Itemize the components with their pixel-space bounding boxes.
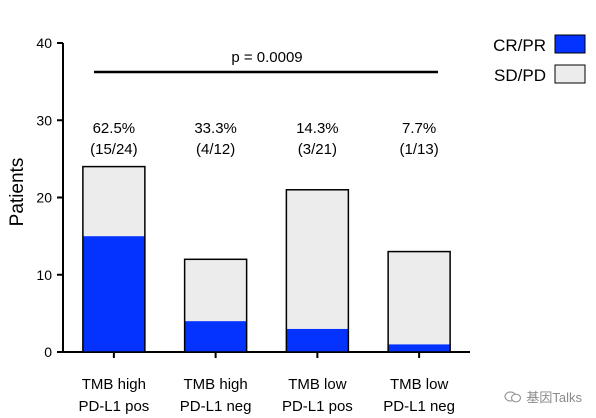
chart-legend: CR/PR SD/PD — [493, 34, 586, 85]
percentage-annotation: (3/21) — [298, 141, 337, 158]
chart-bars — [82, 165, 451, 353]
percentage-annotation: 7.7% — [402, 120, 436, 137]
chart-annotations: 62.5% (15/24) 33.3% (4/12) 14.3% (3/21) 7.7% (1… — [90, 70, 439, 158]
percentage-annotation: (1/13) — [400, 141, 439, 158]
y-tick-label: 30 — [36, 112, 52, 128]
percentage-annotation: (4/12) — [196, 141, 235, 158]
bar-outline — [82, 165, 146, 353]
bar-cr-pr — [286, 328, 349, 352]
percentage-annotation: 14.3% — [296, 120, 339, 137]
legend-swatch-cr-pr — [554, 34, 586, 54]
bar-outline — [183, 258, 248, 353]
legend-swatch-sd-pd — [554, 64, 586, 84]
percentage-annotation: 33.3% — [194, 120, 237, 137]
bar-cr-pr — [82, 236, 145, 352]
x-tick-label: PD-L1 neg — [180, 398, 252, 415]
bar-sd-pd — [184, 259, 247, 322]
percentage-annotation: 62.5% — [93, 120, 136, 137]
watermark: 基因Talks — [504, 387, 582, 406]
y-tick-label: 0 — [44, 344, 52, 360]
x-tick-label: TMB low — [288, 376, 347, 393]
chart-axes: 0 10 20 30 40 TMB high PD-L1 pos TMB high PD-L1 … — [36, 35, 470, 415]
y-tick-label: 40 — [36, 35, 52, 51]
x-tick-label: PD-L1 pos — [282, 398, 353, 415]
wechat-icon — [504, 390, 522, 402]
bar-outline — [387, 250, 451, 353]
legend-label-cr-pr: CR/PR — [493, 36, 546, 55]
p-value-label: p = 0.0009 — [231, 49, 302, 66]
y-axis-label: Patients — [7, 158, 28, 227]
x-tick-label: PD-L1 pos — [78, 398, 149, 415]
y-tick-label: 20 — [36, 190, 52, 206]
x-tick-label: TMB high — [184, 376, 248, 393]
bar-cr-pr — [184, 321, 247, 352]
bar-cr-pr — [388, 344, 451, 352]
bar-outline — [285, 189, 350, 353]
percentage-annotation: (15/24) — [90, 141, 138, 158]
bar-sd-pd — [82, 166, 145, 237]
bar-sd-pd — [286, 189, 349, 329]
x-tick-label: TMB high — [82, 376, 146, 393]
x-tick-label: PD-L1 neg — [383, 398, 455, 415]
watermark-text: 基因Talks — [526, 390, 582, 405]
x-tick-label: TMB low — [390, 376, 449, 393]
y-tick-label: 10 — [36, 267, 52, 283]
legend-label-sd-pd: SD/PD — [494, 66, 546, 85]
bar-sd-pd — [388, 251, 451, 345]
